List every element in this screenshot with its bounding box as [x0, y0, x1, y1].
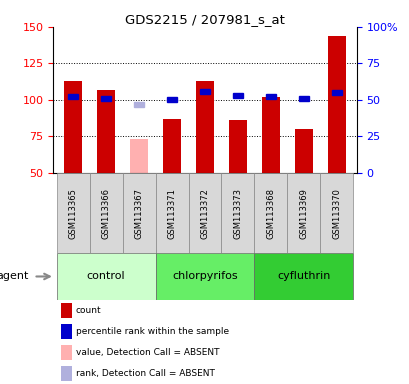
Text: GSM113371: GSM113371 [167, 188, 176, 238]
Bar [64, 81, 82, 173]
Bar [122, 173, 155, 253]
Bar [130, 139, 148, 173]
Title: GDS2215 / 207981_s_at: GDS2215 / 207981_s_at [125, 13, 284, 26]
Text: GSM113368: GSM113368 [266, 188, 275, 238]
Text: GSM113369: GSM113369 [299, 188, 308, 238]
Bar [155, 173, 188, 253]
Bar [101, 96, 110, 101]
Bar [162, 119, 181, 173]
Text: GSM113366: GSM113366 [101, 188, 110, 238]
Bar [254, 173, 287, 253]
Bar [89, 173, 122, 253]
Text: value, Detection Call = ABSENT: value, Detection Call = ABSENT [76, 348, 219, 357]
Bar [299, 96, 308, 101]
Bar [261, 97, 279, 173]
Bar [254, 253, 353, 300]
Text: GSM113370: GSM113370 [332, 188, 341, 238]
Bar [134, 102, 143, 107]
Bar [266, 94, 275, 99]
Bar [68, 94, 78, 99]
Text: percentile rank within the sample: percentile rank within the sample [76, 327, 228, 336]
Text: chlorpyrifos: chlorpyrifos [172, 271, 237, 281]
Bar [56, 253, 155, 300]
Bar [155, 253, 254, 300]
Bar [200, 89, 209, 94]
Text: agent: agent [0, 271, 29, 281]
Text: cyfluthrin: cyfluthrin [276, 271, 330, 281]
Bar [233, 93, 242, 98]
Text: GSM113367: GSM113367 [134, 188, 143, 238]
Bar [327, 36, 345, 173]
Bar [167, 97, 176, 103]
Bar [294, 129, 312, 173]
Bar [331, 90, 341, 95]
Bar [287, 173, 320, 253]
Text: GSM113372: GSM113372 [200, 188, 209, 238]
Bar [320, 173, 353, 253]
Bar [56, 173, 89, 253]
Text: GSM113365: GSM113365 [68, 188, 77, 238]
Text: rank, Detection Call = ABSENT: rank, Detection Call = ABSENT [76, 369, 214, 378]
Bar [188, 173, 221, 253]
Bar [97, 89, 115, 173]
Bar [228, 120, 247, 173]
Bar [196, 81, 213, 173]
Text: count: count [76, 306, 101, 315]
Text: control: control [87, 271, 125, 281]
Bar [221, 173, 254, 253]
Text: GSM113373: GSM113373 [233, 188, 242, 238]
